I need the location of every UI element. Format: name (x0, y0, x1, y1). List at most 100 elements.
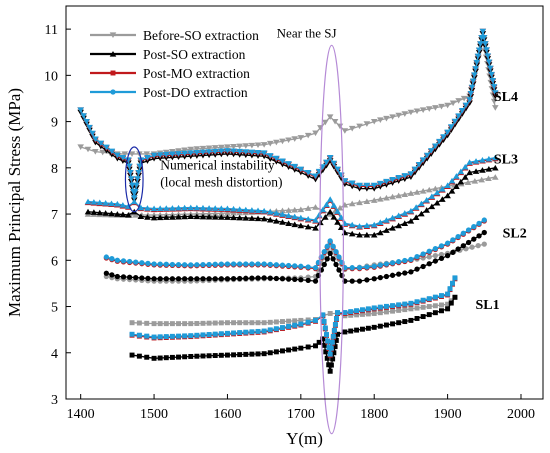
data-point (312, 278, 319, 284)
data-point (330, 243, 336, 249)
data-point (298, 277, 304, 283)
data-point (285, 212, 292, 219)
data-point (383, 194, 390, 201)
data-point (407, 109, 415, 116)
data-point (363, 231, 371, 238)
data-point (150, 214, 158, 221)
data-point (453, 183, 460, 189)
data-point (139, 260, 145, 266)
data-point (492, 90, 499, 96)
data-point (212, 320, 218, 326)
data-point (129, 331, 135, 337)
data-point (432, 105, 439, 111)
data-point (128, 182, 136, 189)
legend: Before-SO extraction Post-SO extraction Po… (90, 28, 259, 100)
group-label-sl2: SL2 (503, 227, 527, 242)
data-point (242, 215, 250, 221)
data-point (359, 307, 365, 313)
data-point (389, 114, 396, 120)
x-tick-label: 1400 (67, 407, 95, 422)
data-point (389, 260, 396, 266)
data-point (230, 143, 237, 150)
data-point (312, 224, 319, 231)
data-point (395, 175, 402, 181)
data-point (212, 276, 218, 282)
data-point (248, 142, 256, 149)
data-point (236, 148, 243, 155)
data-point (181, 147, 188, 154)
data-point (326, 114, 334, 120)
data-point (211, 214, 219, 220)
data-point (312, 204, 319, 210)
data-point (432, 294, 438, 300)
data-point (90, 199, 98, 205)
data-point (285, 262, 292, 269)
data-point (356, 123, 363, 130)
data-point (460, 243, 466, 249)
data-point (144, 155, 151, 161)
group-sl1 (129, 275, 458, 374)
plot-frame (65, 5, 544, 400)
data-point (481, 241, 487, 247)
data-point (133, 182, 140, 189)
data-point (305, 264, 311, 270)
data-point (199, 149, 207, 156)
data-point (169, 205, 176, 211)
data-point (200, 353, 206, 359)
data-point (354, 327, 360, 333)
data-point (444, 129, 451, 136)
data-point (291, 221, 299, 228)
data-point (481, 217, 487, 223)
data-point (231, 320, 237, 326)
data-point (181, 150, 188, 157)
data-point (298, 263, 304, 269)
data-point (279, 207, 286, 214)
data-point (108, 210, 115, 217)
data-point (255, 320, 261, 326)
data-point (363, 182, 371, 189)
data-point (312, 217, 319, 223)
data-point (377, 310, 383, 316)
data-point (156, 205, 164, 211)
data-point (455, 98, 462, 104)
data-point (114, 211, 121, 217)
data-point (377, 229, 384, 236)
data-point (469, 244, 475, 250)
data-point (479, 28, 487, 35)
data-point (108, 148, 116, 155)
data-point (396, 271, 402, 277)
data-point (471, 236, 477, 242)
data-point (377, 274, 383, 281)
data-point (291, 206, 299, 213)
data-point (193, 213, 201, 220)
data-point (260, 207, 268, 214)
data-point (395, 192, 402, 199)
data-point (481, 229, 487, 236)
x-axis-label: Y(m) (286, 429, 323, 448)
data-point (188, 321, 194, 327)
data-point (348, 312, 354, 318)
data-point (480, 34, 488, 41)
data-point (128, 151, 136, 157)
y-tick-label: 3 (51, 393, 58, 408)
data-point (133, 259, 139, 265)
data-point (273, 262, 280, 268)
data-point (89, 130, 96, 137)
data-point (329, 339, 335, 345)
data-point (261, 320, 267, 326)
x-tick-label: 2000 (507, 407, 535, 422)
data-point (151, 261, 157, 267)
data-point (218, 214, 225, 220)
data-point (324, 332, 329, 337)
x-tick-label: 1600 (213, 407, 241, 422)
data-point (236, 214, 243, 221)
y-tick-label: 11 (45, 23, 58, 38)
series-line (87, 167, 496, 236)
data-point (237, 320, 243, 326)
data-point (377, 117, 384, 124)
data-point (448, 177, 456, 184)
data-point (163, 334, 169, 340)
group-label-sl4: SL4 (494, 90, 518, 105)
data-point (468, 84, 476, 91)
data-point (176, 321, 181, 327)
